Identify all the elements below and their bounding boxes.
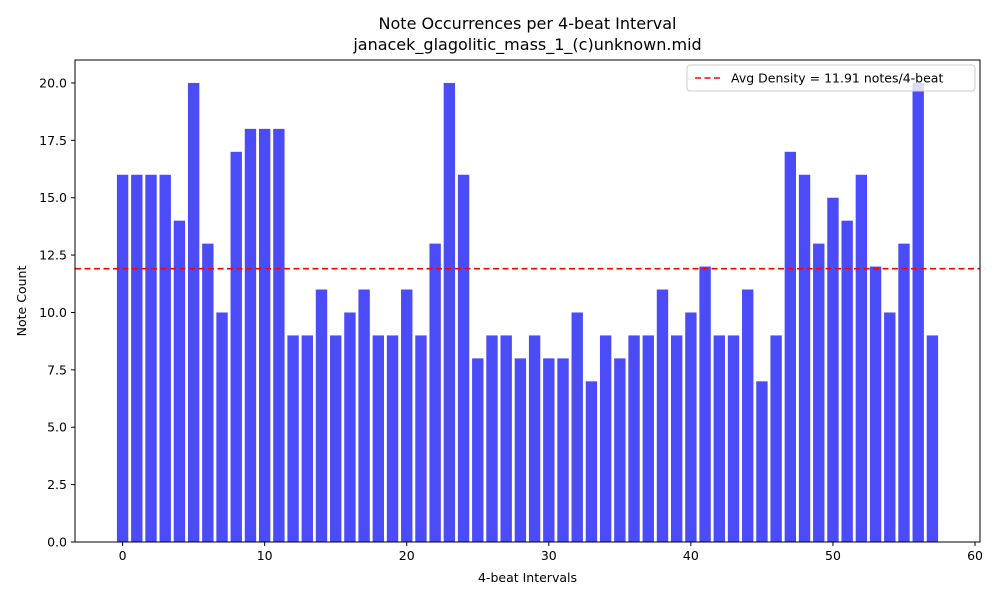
y-axis-ticks: 0.0 2.5 5.0 7.5 10.0 12.5 15.0 17.5 20.0 bbox=[39, 75, 75, 550]
bar-51 bbox=[841, 220, 853, 543]
bar-54 bbox=[884, 312, 896, 542]
y-tick-label: 5.0 bbox=[47, 420, 67, 435]
bar-47 bbox=[784, 151, 797, 542]
bar-31 bbox=[557, 358, 569, 542]
bar-1 bbox=[131, 174, 143, 542]
bar-12 bbox=[287, 335, 299, 542]
bar-7 bbox=[216, 312, 228, 542]
x-axis-label: 4-beat Intervals bbox=[478, 570, 577, 585]
bar-53 bbox=[869, 266, 882, 542]
bar-13 bbox=[301, 335, 313, 542]
bar-18 bbox=[372, 335, 385, 542]
bar-37 bbox=[642, 335, 654, 542]
y-tick-label: 0.0 bbox=[47, 535, 67, 550]
bar-33 bbox=[585, 381, 598, 542]
y-tick-label: 7.5 bbox=[47, 362, 67, 377]
x-tick-label: 40 bbox=[683, 548, 699, 563]
bar-30 bbox=[543, 358, 555, 542]
y-tick-label: 20.0 bbox=[39, 75, 67, 90]
bar-52 bbox=[855, 174, 868, 542]
bar-14 bbox=[315, 289, 328, 542]
x-tick-label: 20 bbox=[399, 548, 415, 563]
bar-5 bbox=[187, 82, 200, 542]
bar-57 bbox=[926, 335, 939, 542]
bar-11 bbox=[273, 128, 285, 543]
y-tick-label: 10.0 bbox=[39, 305, 67, 320]
bar-20 bbox=[401, 289, 413, 542]
bar-10 bbox=[258, 128, 271, 543]
legend-label-average: Avg Density = 11.91 notes/4-beat bbox=[731, 71, 943, 86]
legend-frame bbox=[686, 64, 976, 92]
bar-40 bbox=[685, 312, 697, 542]
bar-49 bbox=[813, 243, 825, 542]
legend: Avg Density = 11.91 notes/4-beat bbox=[686, 64, 976, 92]
bar-56 bbox=[912, 82, 924, 542]
bar-15 bbox=[330, 335, 342, 542]
bar-34 bbox=[599, 335, 612, 542]
bar-28 bbox=[514, 358, 527, 542]
bar-25 bbox=[472, 358, 484, 542]
x-tick-label: 30 bbox=[541, 548, 557, 563]
bar-38 bbox=[656, 289, 669, 542]
bars-group bbox=[116, 82, 939, 543]
bar-39 bbox=[670, 335, 683, 542]
bar-50 bbox=[827, 197, 839, 542]
bar-0 bbox=[116, 174, 129, 542]
bar-6 bbox=[202, 243, 214, 542]
x-tick-label: 60 bbox=[967, 548, 983, 563]
y-axis-label: Note Count bbox=[14, 266, 29, 337]
bar-24 bbox=[457, 174, 470, 542]
bar-4 bbox=[173, 220, 186, 543]
y-tick-label: 12.5 bbox=[39, 248, 67, 263]
bar-19 bbox=[386, 335, 399, 542]
bar-41 bbox=[699, 266, 711, 542]
bar-8 bbox=[230, 151, 242, 542]
bar-42 bbox=[713, 335, 725, 542]
bar-27 bbox=[500, 335, 512, 542]
y-tick-label: 15.0 bbox=[39, 190, 67, 205]
x-tick-label: 50 bbox=[825, 548, 841, 563]
bar-9 bbox=[244, 128, 257, 543]
x-axis-ticks: 0 10 20 30 40 50 60 bbox=[119, 542, 983, 563]
chart-subtitle: janacek_glagolitic_mass_1_(c)unknown.mid bbox=[352, 35, 701, 55]
bar-21 bbox=[415, 335, 427, 542]
plot-frame bbox=[74, 59, 981, 543]
bar-48 bbox=[798, 174, 811, 542]
bar-26 bbox=[486, 335, 498, 542]
bar-46 bbox=[770, 335, 782, 542]
x-tick-label: 0 bbox=[119, 548, 127, 563]
bar-23 bbox=[443, 82, 456, 542]
bar-55 bbox=[898, 243, 910, 542]
y-tick-label: 2.5 bbox=[47, 477, 67, 492]
bar-17 bbox=[358, 289, 370, 542]
x-tick-label: 10 bbox=[257, 548, 273, 563]
bar-3 bbox=[159, 174, 171, 542]
chart-title: Note Occurrences per 4-beat Interval bbox=[379, 14, 677, 33]
bar-32 bbox=[571, 312, 583, 542]
y-tick-label: 17.5 bbox=[39, 133, 67, 148]
bar-16 bbox=[344, 312, 356, 542]
bar-36 bbox=[628, 335, 640, 542]
bar-43 bbox=[727, 335, 740, 542]
bar-44 bbox=[742, 289, 754, 542]
bar-45 bbox=[756, 381, 768, 542]
bar-29 bbox=[528, 335, 541, 542]
bar-2 bbox=[145, 174, 157, 542]
bar-35 bbox=[614, 358, 626, 542]
bar-22 bbox=[429, 243, 441, 542]
